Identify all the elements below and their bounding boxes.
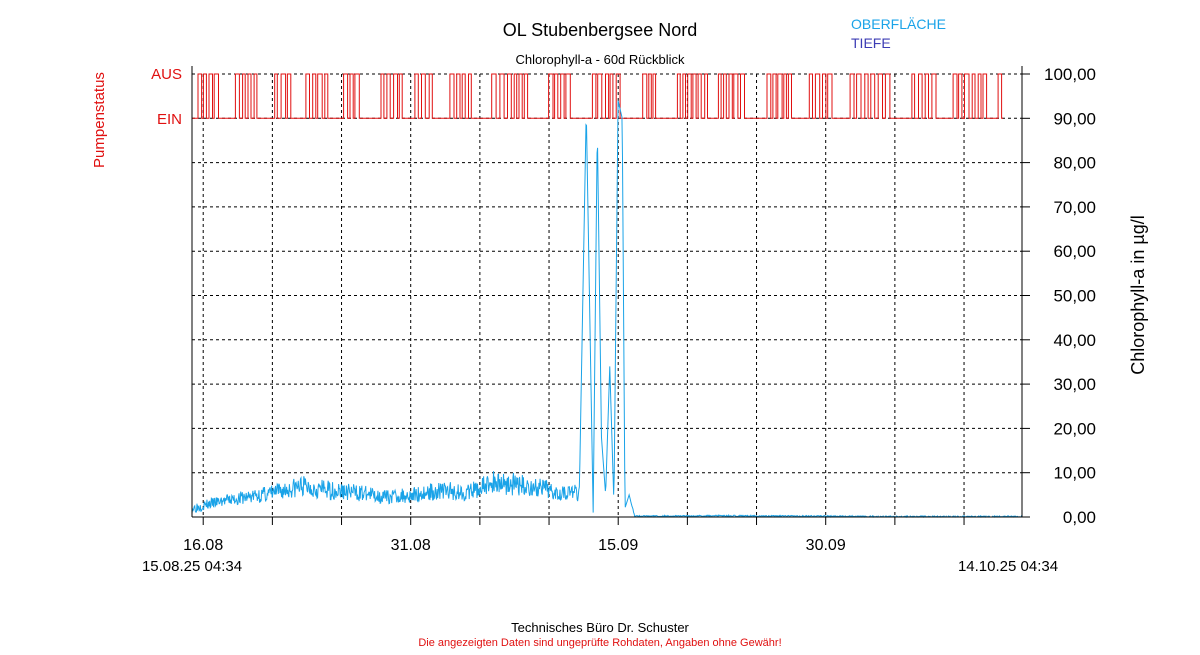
chart-title: OL Stubenbergsee Nord xyxy=(503,20,697,40)
legend-item-surface: OBERFLÄCHE xyxy=(851,16,946,32)
y-tick-label: 90,00 xyxy=(1053,109,1096,128)
pump-status-series xyxy=(192,73,1003,119)
x-tick-label: 30.09 xyxy=(806,537,846,554)
footer-disclaimer: Die angezeigten Daten sind ungeprüfte Ro… xyxy=(418,637,781,649)
y-tick-labels: 0,00 10,00 20,00 30,00 40,00 50,00 60,00 70,00 8… xyxy=(1044,65,1096,527)
y-tick-label: 20,00 xyxy=(1053,419,1096,438)
chart-subtitle: Chlorophyll-a - 60d Rückblick xyxy=(515,52,685,67)
x-tick-labels: 16.08 31.08 15.09 30.09 xyxy=(183,537,846,554)
x-tick-label: 31.08 xyxy=(391,537,431,554)
pump-axis-label: Pumpenstatus xyxy=(91,72,108,168)
y-tick-label: 50,00 xyxy=(1053,287,1096,306)
y-axis-label: Chlorophyll-a in µg/l xyxy=(1128,215,1148,374)
x-range-start: 15.08.25 04:34 xyxy=(142,558,242,575)
y-tick-label: 30,00 xyxy=(1053,375,1096,394)
x-tick-label: 15.09 xyxy=(598,537,638,554)
pump-state-ein: EIN xyxy=(157,111,182,128)
y-tick-label: 70,00 xyxy=(1053,198,1096,217)
x-tick-label: 16.08 xyxy=(183,537,223,554)
pump-status-line xyxy=(192,73,1003,119)
x-range-end: 14.10.25 04:34 xyxy=(958,558,1058,575)
pump-state-aus: AUS xyxy=(151,66,182,83)
y-tick-label: 10,00 xyxy=(1053,464,1096,483)
y-tick-label: 80,00 xyxy=(1053,154,1096,173)
axis-layer xyxy=(191,66,1030,525)
footer-company: Technisches Büro Dr. Schuster xyxy=(511,620,689,635)
legend-item-depth: TIEFE xyxy=(851,35,891,51)
grid-layer xyxy=(192,73,1022,517)
y-tick-label: 60,00 xyxy=(1053,242,1096,261)
y-tick-label: 40,00 xyxy=(1053,331,1096,350)
y-tick-label: 100,00 xyxy=(1044,65,1096,84)
y-tick-label: 0,00 xyxy=(1063,508,1096,527)
